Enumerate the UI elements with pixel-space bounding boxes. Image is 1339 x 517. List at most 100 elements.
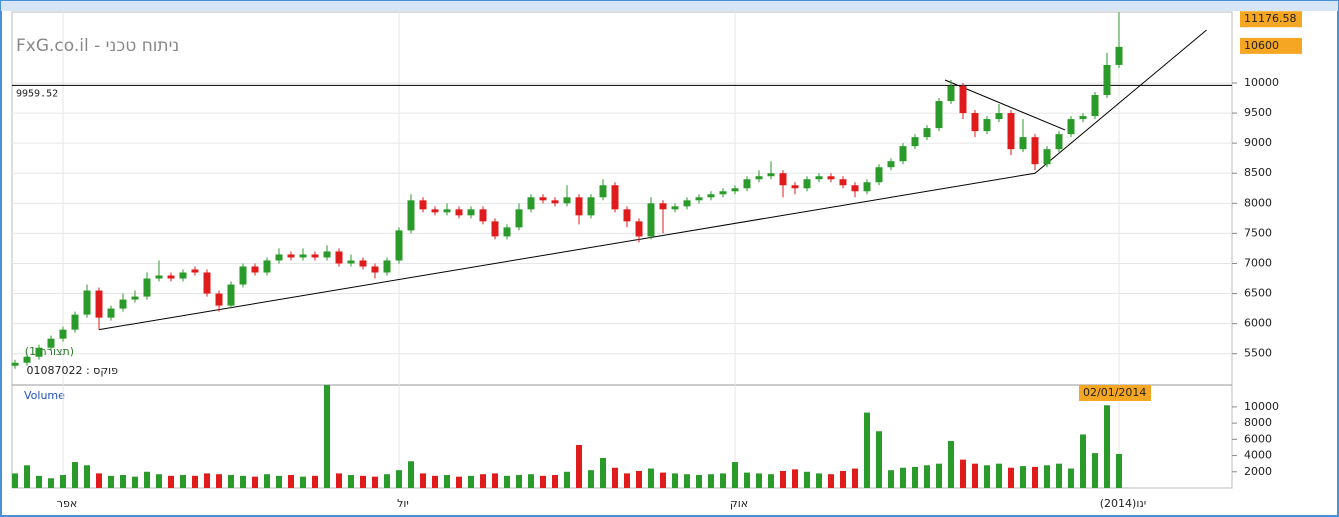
candle-body	[671, 206, 679, 210]
candle-body	[599, 185, 607, 198]
volume-bar	[348, 475, 354, 488]
volume-bar	[96, 473, 102, 488]
volume-bar	[72, 462, 78, 488]
volume-bar	[300, 476, 306, 488]
candle-body	[263, 260, 271, 273]
y-tick-label: 2000	[1244, 465, 1272, 478]
candle-body	[923, 128, 931, 138]
volume-bar	[720, 473, 726, 488]
volume-bar	[156, 474, 162, 488]
y-tick-label: 7500	[1244, 226, 1272, 239]
candle-body	[731, 188, 739, 192]
y-tick-label: 6000	[1244, 317, 1272, 330]
volume-bar	[312, 475, 318, 488]
last-close-label: 10600	[1244, 39, 1279, 52]
candle-body	[911, 137, 919, 147]
chart-title: FxG.co.il - ניתוח טכני	[16, 36, 179, 56]
y-tick-label: 8000	[1244, 196, 1272, 209]
volume-bar	[120, 475, 126, 488]
candle-body	[719, 191, 727, 195]
candle-body	[491, 221, 499, 237]
candle-body	[791, 185, 799, 189]
volume-bar	[912, 466, 918, 488]
candle-body	[1091, 95, 1099, 117]
candle-body	[743, 179, 751, 189]
y-tick-label: 10000	[1244, 76, 1279, 89]
candle-body	[815, 176, 823, 180]
volume-bar	[984, 465, 990, 488]
date-label: 02/01/2014	[1083, 386, 1146, 399]
candle-body	[503, 227, 511, 237]
volume-bar	[264, 474, 270, 488]
candle-body	[191, 269, 199, 273]
volume-bar	[948, 440, 954, 488]
volume-bar	[900, 467, 906, 488]
candle-body	[947, 85, 955, 102]
candle-body	[755, 176, 763, 180]
candle-body	[275, 254, 283, 261]
y-tick-label: 5500	[1244, 347, 1272, 360]
volume-bar	[84, 465, 90, 488]
volume-bar	[960, 459, 966, 488]
volume-bar	[744, 472, 750, 488]
volume-bar	[1092, 453, 1098, 488]
volume-bar	[888, 470, 894, 488]
volume-bar	[780, 470, 786, 488]
candle-body	[875, 167, 883, 183]
candle-body	[335, 251, 343, 264]
candle-body	[431, 209, 439, 213]
candle-body	[1079, 116, 1087, 120]
volume-bar	[420, 473, 426, 488]
candle-body	[83, 290, 91, 315]
volume-bar	[192, 475, 198, 488]
candle-body	[11, 362, 19, 366]
volume-bar	[36, 475, 42, 488]
candle-body	[959, 85, 967, 114]
candle-body	[887, 161, 895, 168]
y-tick-label: 6000	[1244, 432, 1272, 445]
level-label: 9959.52	[16, 88, 58, 99]
x-tick-label: (2014)ינו	[1100, 497, 1146, 510]
candle-body	[215, 293, 223, 306]
volume-bar	[864, 412, 870, 488]
candle-body	[407, 200, 415, 231]
volume-bar	[60, 475, 66, 488]
symbol-label: פוקס : 01087022	[26, 364, 118, 377]
volume-bar	[840, 470, 846, 488]
volume-bar	[708, 474, 714, 488]
candle-body	[1019, 137, 1027, 150]
y-tick-label: 6500	[1244, 287, 1272, 300]
volume-bar	[792, 469, 798, 488]
candle-body	[119, 299, 127, 309]
volume-bar	[108, 475, 114, 488]
volume-bar	[660, 472, 666, 488]
candle-body	[287, 254, 295, 258]
candle-body	[1007, 113, 1015, 150]
y-tick-label: 4000	[1244, 449, 1272, 462]
volume-bar	[384, 474, 390, 488]
volume-bar	[252, 476, 258, 488]
volume-bar	[648, 468, 654, 488]
candle-body	[767, 173, 775, 177]
candle-body	[1031, 137, 1039, 165]
y-tick-label: 7000	[1244, 256, 1272, 269]
volume-label: Volume	[24, 389, 65, 402]
volume-bar	[696, 475, 702, 488]
candle-body	[23, 356, 31, 363]
pattern-label: (תצורה 1)	[25, 345, 74, 358]
volume-bar	[1080, 434, 1086, 488]
volume-bar	[1068, 468, 1074, 488]
candle-body	[827, 176, 835, 180]
candle-body	[311, 254, 319, 258]
volume-bar	[828, 474, 834, 488]
layer: אפר יול אוק (2014)ינו 5500 6000 6500 7000 7500 80…	[11, 11, 1302, 510]
volume-bar	[504, 475, 510, 488]
candle-body	[647, 203, 655, 237]
volume-bar	[732, 462, 738, 488]
candle-body	[707, 194, 715, 198]
candle-body	[455, 209, 463, 216]
volume-bar	[540, 475, 546, 488]
date-box	[1079, 385, 1151, 401]
volume-bar	[1032, 466, 1038, 488]
candle-body	[1115, 46, 1123, 65]
